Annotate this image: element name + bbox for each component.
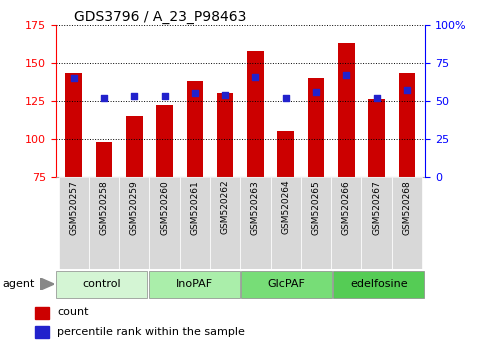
Text: GSM520265: GSM520265: [312, 180, 321, 234]
Bar: [89, 177, 119, 269]
Point: [342, 72, 350, 78]
Text: GSM520262: GSM520262: [221, 180, 229, 234]
Bar: [126, 116, 142, 177]
Text: GlcPAF: GlcPAF: [268, 279, 305, 289]
Bar: [333, 270, 425, 298]
Bar: [56, 270, 147, 298]
Bar: [338, 43, 355, 177]
Text: control: control: [83, 279, 121, 289]
Text: GSM520268: GSM520268: [402, 180, 412, 234]
Point: [100, 95, 108, 101]
Text: percentile rank within the sample: percentile rank within the sample: [57, 327, 245, 337]
Bar: [96, 142, 113, 177]
Point: [403, 87, 411, 93]
Bar: [35, 307, 49, 319]
Bar: [368, 99, 385, 177]
Point: [252, 74, 259, 79]
Bar: [308, 78, 325, 177]
Text: GSM520258: GSM520258: [99, 180, 109, 234]
Bar: [217, 93, 233, 177]
Bar: [270, 177, 301, 269]
Point: [161, 93, 169, 99]
Point: [70, 75, 78, 81]
Point: [312, 89, 320, 95]
Text: GSM520261: GSM520261: [190, 180, 199, 234]
Bar: [149, 270, 240, 298]
Bar: [331, 177, 361, 269]
Text: GSM520264: GSM520264: [281, 180, 290, 234]
Bar: [35, 326, 49, 338]
Bar: [210, 177, 241, 269]
Bar: [241, 270, 332, 298]
Bar: [398, 74, 415, 177]
Bar: [156, 105, 173, 177]
Text: GDS3796 / A_23_P98463: GDS3796 / A_23_P98463: [74, 10, 246, 24]
Text: agent: agent: [2, 279, 35, 289]
Point: [130, 93, 138, 99]
Bar: [186, 81, 203, 177]
Text: GSM520260: GSM520260: [160, 180, 169, 234]
Bar: [119, 177, 149, 269]
Text: edelfosine: edelfosine: [350, 279, 408, 289]
Bar: [247, 51, 264, 177]
Bar: [361, 177, 392, 269]
Point: [282, 95, 290, 101]
Text: GSM520259: GSM520259: [130, 180, 139, 234]
Text: InoPAF: InoPAF: [175, 279, 213, 289]
Point: [221, 92, 229, 98]
Bar: [65, 74, 82, 177]
Bar: [58, 177, 89, 269]
Bar: [277, 131, 294, 177]
Text: GSM520267: GSM520267: [372, 180, 381, 234]
Bar: [301, 177, 331, 269]
Bar: [392, 177, 422, 269]
Bar: [241, 177, 270, 269]
Bar: [180, 177, 210, 269]
Text: GSM520266: GSM520266: [342, 180, 351, 234]
Text: GSM520263: GSM520263: [251, 180, 260, 234]
Polygon shape: [40, 278, 54, 290]
Bar: [149, 177, 180, 269]
Text: GSM520257: GSM520257: [69, 180, 78, 234]
Point: [373, 95, 381, 101]
Text: count: count: [57, 307, 88, 318]
Point: [191, 90, 199, 96]
